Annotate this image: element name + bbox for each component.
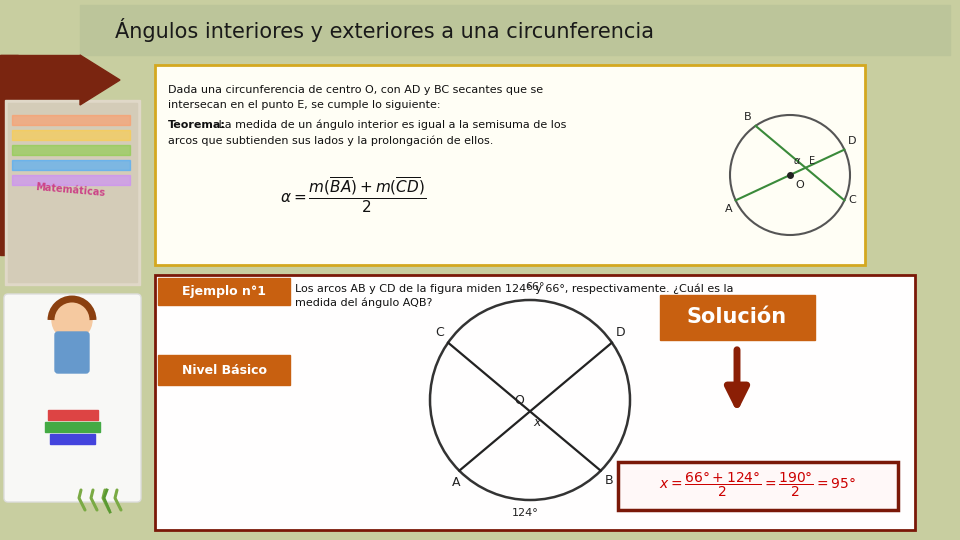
Bar	[12, 130, 130, 140]
Text: Q: Q	[514, 393, 524, 407]
Text: Ángulos interiores y exteriores a una circunferencia: Ángulos interiores y exteriores a una ci…	[115, 18, 654, 42]
Bar	[5, 295, 140, 500]
Bar	[48, 410, 98, 420]
Text: x: x	[533, 416, 540, 429]
Text: La medida de un ángulo interior es igual a la semisuma de los: La medida de un ángulo interior es igual…	[215, 120, 566, 131]
Text: B: B	[605, 474, 613, 487]
Bar	[12, 160, 130, 170]
Text: α: α	[794, 156, 800, 166]
Text: Ejemplo n°1: Ejemplo n°1	[182, 285, 266, 298]
Text: Teorema:: Teorema:	[168, 120, 226, 130]
Text: A: A	[725, 204, 732, 214]
Text: medida del ángulo AQB?: medida del ángulo AQB?	[295, 298, 432, 308]
Polygon shape	[80, 55, 120, 105]
Text: A: A	[452, 476, 461, 489]
Bar	[5, 100, 140, 285]
Bar	[0, 55, 80, 105]
Bar	[45, 422, 100, 432]
Text: Los arcos AB y CD de la figura miden 124° y 66°, respectivamente. ¿Cuál es la: Los arcos AB y CD de la figura miden 124…	[295, 283, 733, 294]
Bar	[8, 103, 137, 282]
Text: Dada una circunferencia de centro O, con AD y BC secantes que se: Dada una circunferencia de centro O, con…	[168, 85, 543, 95]
Text: $x = \dfrac{66°+124°}{2} = \dfrac{190°}{2} = 95°$: $x = \dfrac{66°+124°}{2} = \dfrac{190°}{…	[659, 471, 855, 499]
FancyBboxPatch shape	[618, 462, 898, 510]
Text: $\alpha = \dfrac{m(\overline{BA})+m(\overline{CD})}{2}$: $\alpha = \dfrac{m(\overline{BA})+m(\ove…	[280, 175, 426, 214]
FancyBboxPatch shape	[55, 332, 89, 373]
Text: Matemáticas: Matemáticas	[35, 182, 106, 198]
Text: Solución: Solución	[687, 307, 787, 327]
Text: E: E	[808, 156, 815, 166]
Text: 124°: 124°	[512, 508, 539, 518]
FancyBboxPatch shape	[155, 65, 865, 265]
FancyBboxPatch shape	[4, 294, 141, 502]
Bar	[80, 5, 950, 55]
Bar	[12, 115, 130, 125]
Text: O: O	[795, 180, 804, 190]
Text: D: D	[848, 136, 856, 146]
Text: C: C	[849, 195, 856, 205]
Text: B: B	[744, 112, 752, 122]
Text: C: C	[435, 326, 444, 339]
FancyBboxPatch shape	[155, 275, 915, 530]
Bar	[660, 295, 815, 340]
Bar	[158, 278, 290, 305]
Text: D: D	[616, 326, 626, 339]
Text: Nivel Básico: Nivel Básico	[181, 363, 267, 376]
Text: intersecan en el punto E, se cumple lo siguiente:: intersecan en el punto E, se cumple lo s…	[168, 100, 441, 110]
Circle shape	[52, 300, 92, 340]
Text: arcos que subtienden sus lados y la prolongación de ellos.: arcos que subtienden sus lados y la prol…	[168, 135, 493, 145]
Bar	[50, 434, 95, 444]
Bar	[0, 55, 18, 255]
Bar	[12, 145, 130, 155]
Bar	[12, 175, 130, 185]
Text: 66°: 66°	[525, 282, 544, 292]
Bar	[158, 355, 290, 385]
